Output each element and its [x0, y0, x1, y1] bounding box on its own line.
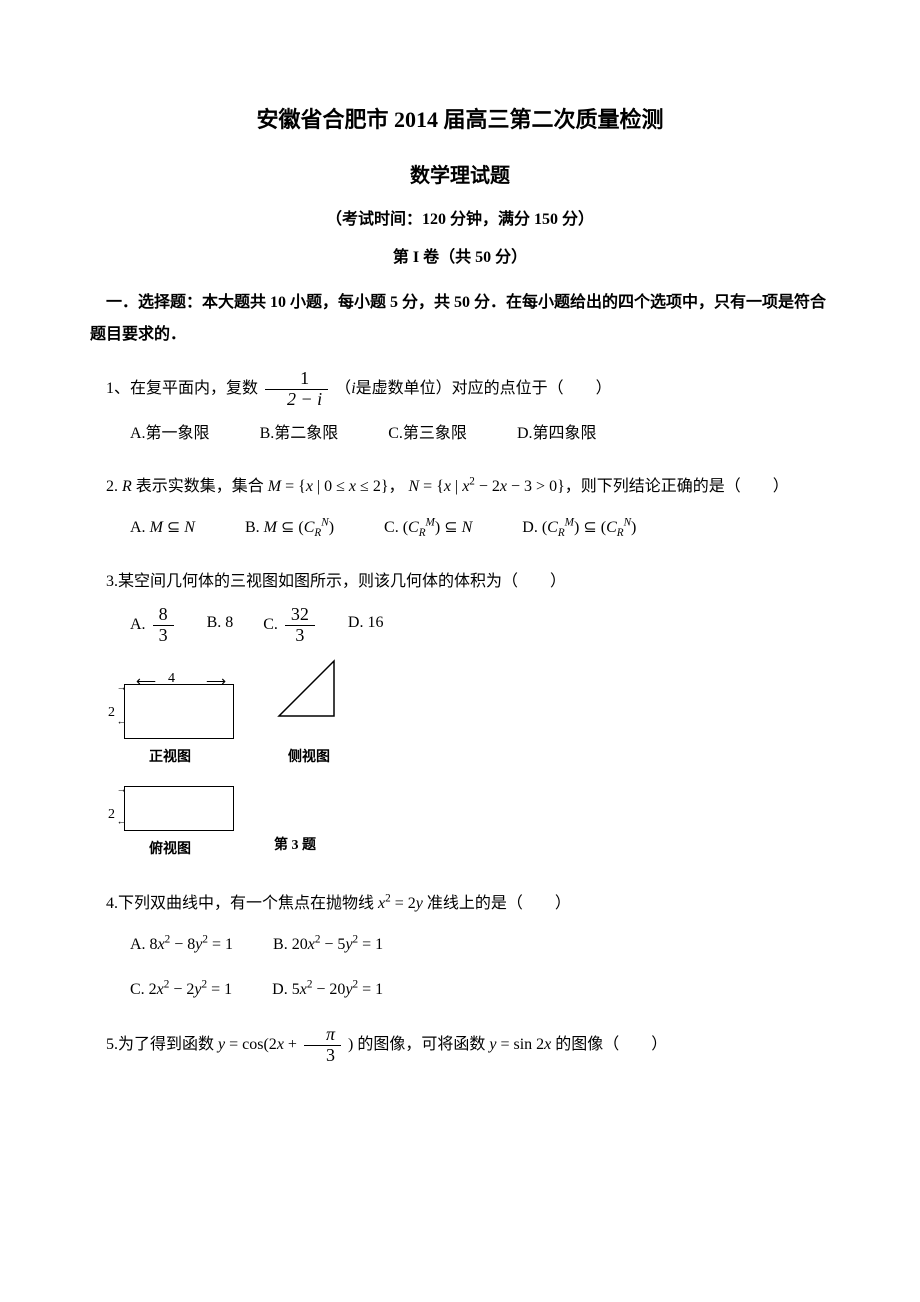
q2-options: A. M ⊆ N B. M ⊆ (CRN) C. (CRM) ⊆ N D. (C…: [90, 510, 830, 546]
q3-c-label: C.: [263, 616, 278, 633]
q5-fraction: π 3: [304, 1025, 341, 1066]
exam-info: （考试时间：120 分钟，满分 150 分）: [90, 206, 830, 235]
figure-label: 第 3 题: [274, 831, 316, 862]
q5-frac-den: 3: [304, 1046, 341, 1066]
top-dim-h: 2: [108, 800, 115, 831]
front-caption: 正视图: [106, 743, 234, 774]
q2-option-a: A. M ⊆ N: [130, 510, 195, 546]
q1-option-c: C.第三象限: [388, 416, 467, 451]
front-view: 4 2 ⟵ ⟶ ↑ ↓ 正视图: [106, 668, 234, 774]
q4-option-a: A. 8x2 − 8y2 = 1: [130, 927, 233, 962]
q1-frac-num: 1: [265, 369, 328, 390]
q1-prefix: 1、在复平面内，复数: [106, 380, 258, 397]
q1-option-d: D.第四象限: [517, 416, 597, 451]
question-2: 2. R 表示实数集，集合 M = {x | 0 ≤ x ≤ 2}， N = {…: [90, 469, 830, 546]
instructions-text: 一．选择题：本大题共 10 小题，每小题 5 分，共 50 分．在每小题给出的四…: [90, 287, 830, 351]
q4-options: A. 8x2 − 8y2 = 1 B. 20x2 − 5y2 = 1 C. 2x…: [90, 927, 830, 1007]
q1-suffix-a: （: [335, 380, 351, 397]
q3-option-a: A. 8 3: [130, 605, 177, 646]
top-view: 2 ↑ ↓ 俯视图: [106, 782, 234, 866]
q3-option-b: B. 8: [207, 605, 234, 646]
side-view: 侧视图: [274, 656, 344, 774]
q3-a-label: A.: [130, 616, 146, 633]
q2-text: 2. R 表示实数集，集合 M = {x | 0 ≤ x ≤ 2}， N = {…: [90, 469, 830, 504]
q1-options: A.第一象限 B.第二象限 C.第三象限 D.第四象限: [90, 416, 830, 451]
q1-option-a: A.第一象限: [130, 416, 210, 451]
q3-options: A. 8 3 B. 8 C. 32 3 D. 16: [90, 605, 830, 646]
question-3: 3.某空间几何体的三视图如图所示，则该几何体的体积为（ ） A. 8 3 B. …: [90, 564, 830, 866]
q3-text: 3.某空间几何体的三视图如图所示，则该几何体的体积为（ ）: [90, 564, 830, 599]
q1-option-b: B.第二象限: [260, 416, 339, 451]
q1-frac-den: 2 − i: [265, 390, 328, 410]
q1-fraction: 1 2 − i: [265, 369, 328, 410]
q3-a-den: 3: [153, 626, 174, 646]
q4-option-b: B. 20x2 − 5y2 = 1: [273, 927, 383, 962]
q3-option-d: D. 16: [348, 605, 384, 646]
q1-text: 1、在复平面内，复数 1 2 − i （i是虚数单位）对应的点位于（ ）: [90, 369, 830, 410]
q2-option-d: D. (CRM) ⊆ (CRN): [522, 510, 636, 546]
side-caption: 侧视图: [274, 743, 344, 774]
question-4: 4.下列双曲线中，有一个焦点在抛物线 x2 = 2y 准线上的是（ ） A. 8…: [90, 886, 830, 1008]
q1-suffix-b: 是虚数单位）对应的点位于（ ）: [356, 380, 612, 397]
front-dim-w: 4: [168, 664, 175, 695]
q4-text: 4.下列双曲线中，有一个焦点在抛物线 x2 = 2y 准线上的是（ ）: [90, 886, 830, 921]
q3-c-den: 3: [285, 626, 315, 646]
q3-figure: 4 2 ⟵ ⟶ ↑ ↓ 正视图 侧视图 2: [106, 656, 830, 866]
side-view-svg: [274, 656, 344, 726]
q5-frac-num: π: [304, 1025, 341, 1046]
q5-text: 5.为了得到函数 y = cos(2x + π 3 ) 的图像，可将函数 y =…: [90, 1025, 830, 1066]
q2-option-c: C. (CRM) ⊆ N: [384, 510, 472, 546]
subject-title: 数学理试题: [90, 158, 830, 194]
q3-option-c: C. 32 3: [263, 605, 318, 646]
top-caption: 俯视图: [106, 835, 234, 866]
q5-prefix: 5.为了得到函数 y = cos(2x +: [106, 1036, 301, 1053]
page-title: 安徽省合肥市 2014 届高三第二次质量检测: [90, 100, 830, 140]
q4-option-d: D. 5x2 − 20y2 = 1: [272, 972, 383, 1007]
question-5: 5.为了得到函数 y = cos(2x + π 3 ) 的图像，可将函数 y =…: [90, 1025, 830, 1066]
section-label: 第 I 卷（共 50 分）: [90, 244, 830, 273]
q3-c-num: 32: [285, 605, 315, 626]
q4-option-c: C. 2x2 − 2y2 = 1: [130, 972, 232, 1007]
q2-option-b: B. M ⊆ (CRN): [245, 510, 334, 546]
q3-a-num: 8: [153, 605, 174, 626]
question-1: 1、在复平面内，复数 1 2 − i （i是虚数单位）对应的点位于（ ） A.第…: [90, 369, 830, 451]
q5-suffix: ) 的图像，可将函数 y = sin 2x 的图像（ ）: [348, 1036, 667, 1053]
